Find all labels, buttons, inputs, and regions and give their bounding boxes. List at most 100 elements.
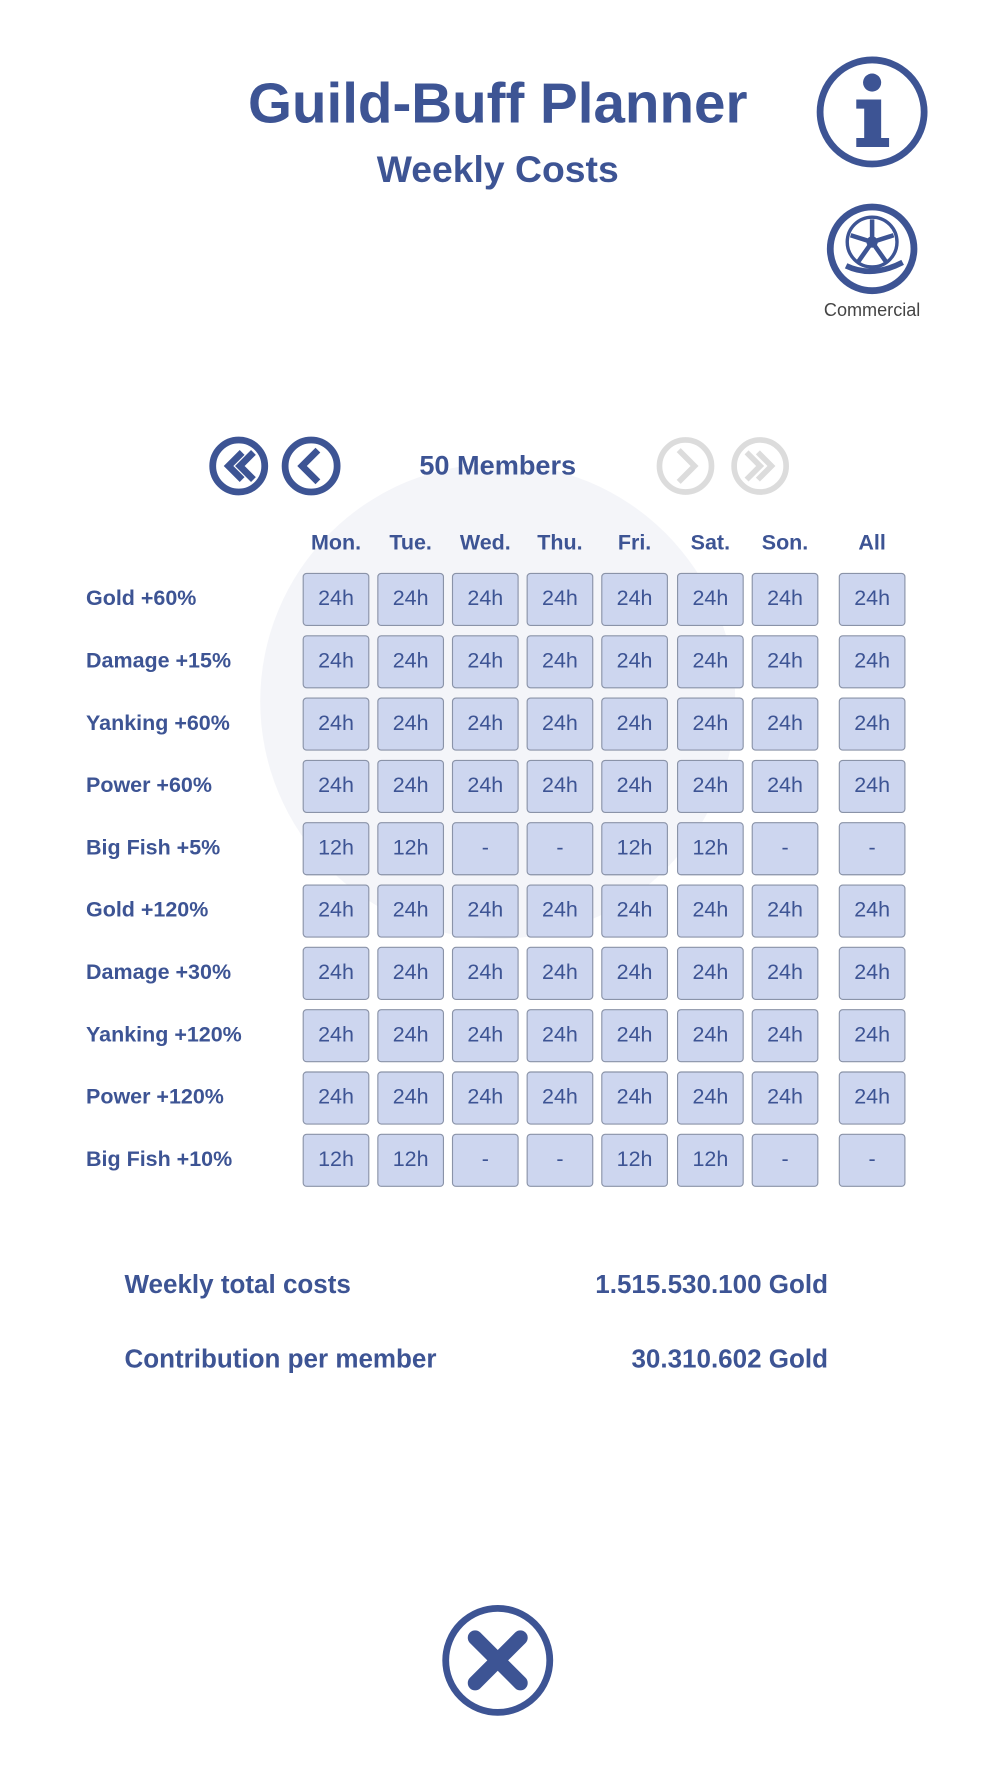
cell-button[interactable]: 12h [677, 822, 744, 876]
cell-button[interactable]: 24h [751, 1009, 819, 1063]
cell-button[interactable]: 24h [451, 884, 519, 938]
cell-value: 12h [393, 835, 429, 859]
commercial-button[interactable]: Commercial [824, 203, 920, 320]
cell-button[interactable]: 24h [751, 946, 819, 1000]
cell-button[interactable]: 24h [751, 572, 819, 627]
next-page-button[interactable] [656, 437, 715, 495]
cell-button[interactable]: 24h [526, 1071, 594, 1125]
cell-button[interactable]: 24h [526, 635, 594, 689]
last-page-button[interactable] [731, 437, 789, 495]
cell-button[interactable]: 24h [302, 635, 370, 689]
cell-value: - [781, 1147, 788, 1171]
cell-button[interactable]: 24h [451, 1009, 519, 1063]
cell-button[interactable]: 24h [377, 1009, 445, 1063]
cell-button[interactable]: 24h [751, 1071, 819, 1125]
cell-button[interactable]: 12h [601, 822, 668, 876]
cell-button[interactable]: 24h [302, 572, 370, 627]
cell-button[interactable]: 24h [751, 759, 819, 813]
cell-button[interactable]: 24h [451, 946, 519, 1000]
cell-button[interactable]: 24h [377, 1071, 445, 1125]
cell-button[interactable]: 24h [451, 572, 519, 627]
cell-button[interactable]: 24h [526, 946, 594, 1000]
cell-button[interactable]: 24h [838, 572, 906, 627]
cell-button[interactable]: 24h [302, 1071, 370, 1125]
cell-button[interactable]: - [838, 822, 906, 876]
cell-button[interactable]: - [526, 1133, 594, 1187]
cell-button[interactable]: - [838, 1133, 906, 1187]
cell-button[interactable]: 24h [838, 1071, 906, 1125]
cell-box [526, 1133, 594, 1187]
cell-button[interactable]: 24h [677, 759, 744, 813]
cell-button[interactable]: 24h [451, 635, 519, 689]
cell-button[interactable]: 12h [601, 1133, 668, 1187]
cell-value: 24h [542, 648, 578, 672]
subtitle: Weekly Costs [377, 148, 619, 190]
cell-button[interactable]: 24h [838, 884, 906, 938]
cell-button[interactable]: 24h [377, 572, 445, 627]
cell-value: 24h [318, 773, 354, 797]
cell-button[interactable]: 24h [302, 884, 370, 938]
cell-button[interactable]: 24h [377, 635, 445, 689]
cell-button[interactable]: 12h [302, 1133, 370, 1187]
cell-button[interactable]: 24h [677, 946, 744, 1000]
cell-button[interactable]: 24h [601, 1009, 668, 1063]
cell-button[interactable]: - [451, 822, 519, 876]
first-page-button[interactable] [209, 436, 269, 496]
cell-button[interactable]: 24h [601, 884, 668, 938]
cell-button[interactable]: 12h [377, 1133, 445, 1187]
prev-page-button[interactable] [281, 436, 341, 496]
cell-button[interactable]: 24h [751, 884, 819, 938]
close-button[interactable] [442, 1604, 554, 1716]
cell-button[interactable]: 24h [677, 884, 744, 938]
cell-box [677, 572, 744, 627]
cell-button[interactable]: 24h [677, 635, 744, 689]
cell-button[interactable]: 24h [377, 759, 445, 813]
cell-box [302, 1009, 370, 1063]
cell-button[interactable]: 24h [677, 697, 744, 751]
cell-button[interactable]: 24h [838, 1009, 906, 1063]
cell-button[interactable]: 24h [677, 572, 744, 627]
cell-button[interactable]: 12h [302, 822, 370, 876]
cell-button[interactable]: 24h [601, 946, 668, 1000]
cell-button[interactable]: 24h [302, 697, 370, 751]
cell-button[interactable]: 24h [451, 697, 519, 751]
cell-button[interactable]: 24h [601, 697, 668, 751]
cell-button[interactable]: - [751, 1133, 819, 1187]
cell-button[interactable]: 24h [526, 1009, 594, 1063]
cell-button[interactable]: 24h [838, 697, 906, 751]
cell-button[interactable]: 12h [677, 1133, 744, 1187]
cell-button[interactable]: 24h [377, 697, 445, 751]
cell-button[interactable]: 24h [601, 759, 668, 813]
info-button[interactable] [816, 56, 928, 168]
cell-button[interactable]: 24h [451, 759, 519, 813]
cell-button[interactable]: 24h [451, 1071, 519, 1125]
cell-value: 24h [318, 586, 354, 610]
cell-button[interactable]: 24h [302, 759, 370, 813]
cell-button[interactable]: - [451, 1133, 519, 1187]
cell-button[interactable]: 24h [838, 759, 906, 813]
cell-button[interactable]: 12h [377, 822, 445, 876]
cell-button[interactable]: 24h [377, 884, 445, 938]
cell-button[interactable]: 24h [751, 635, 819, 689]
cell-button[interactable]: 24h [677, 1009, 744, 1063]
cell-button[interactable]: 24h [677, 1071, 744, 1125]
cell-button[interactable]: 24h [601, 1071, 668, 1125]
cell-button[interactable]: 24h [302, 1009, 370, 1063]
cell-button[interactable]: 24h [526, 697, 594, 751]
cell-button[interactable]: 24h [838, 946, 906, 1000]
cell-button[interactable]: 24h [751, 697, 819, 751]
cell-button[interactable]: - [526, 822, 594, 876]
cell-box [601, 759, 668, 813]
cell-value: 24h [767, 586, 803, 610]
cell-button[interactable]: 24h [601, 572, 668, 627]
cell-button[interactable]: 24h [302, 946, 370, 1000]
cell-button[interactable]: 24h [526, 884, 594, 938]
buff-table: Mon. Tue. Wed. Thu. Fri. Sat. Son. All Gold +60%… [86, 531, 906, 1187]
cell-button[interactable]: 24h [526, 759, 594, 813]
cell-button[interactable]: 24h [838, 635, 906, 689]
cell-button[interactable]: 24h [377, 946, 445, 1000]
cell-button[interactable]: - [751, 822, 819, 876]
cell-button[interactable]: 24h [526, 572, 594, 627]
cell-button[interactable]: 24h [601, 635, 668, 689]
cell-box [838, 1071, 906, 1125]
